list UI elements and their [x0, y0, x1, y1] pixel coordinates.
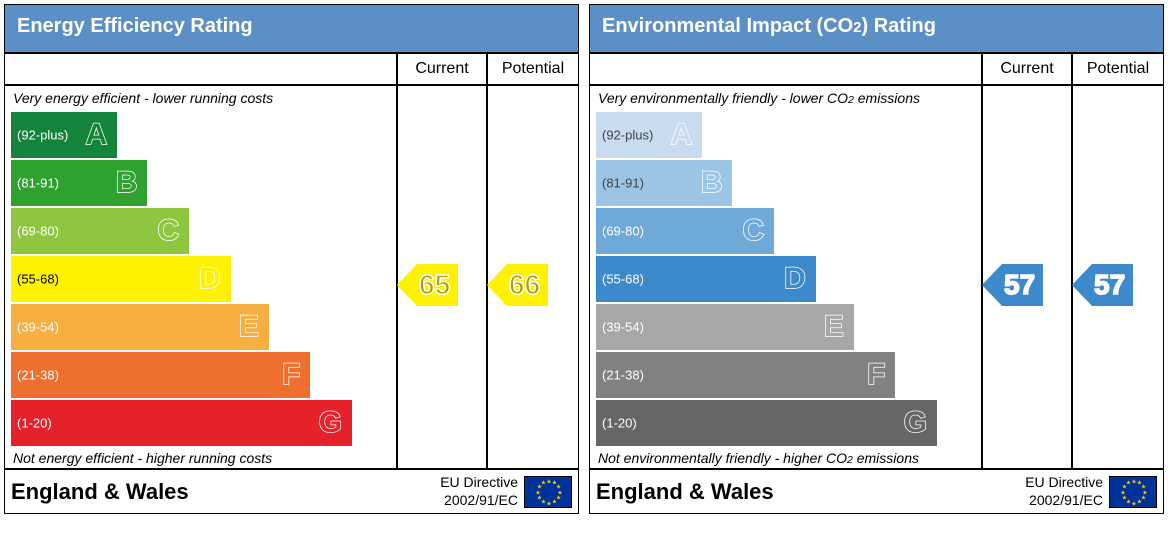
rating-band-d: (55-68) D — [11, 256, 231, 302]
rating-band-d: (55-68) D — [596, 256, 816, 302]
rating-band-a: (92-plus) A — [596, 112, 702, 158]
rating-band-e: (39-54) E — [596, 304, 854, 350]
chart-title: Energy Efficiency Rating — [5, 5, 578, 52]
footer-line1: EU Directive — [1025, 474, 1103, 492]
bands-column: Very energy efficient - lower running co… — [5, 86, 398, 468]
footer-region: England & Wales — [11, 479, 440, 505]
band-letter: D — [784, 262, 806, 296]
band-letter: A — [85, 118, 107, 152]
rating-band-c: (69-80) C — [596, 208, 774, 254]
band-letter: G — [319, 406, 342, 440]
chart-footer: England & WalesEU Directive2002/91/EC★★★… — [5, 468, 578, 513]
band-range: (69-80) — [17, 224, 59, 239]
rating-band-b: (81-91) B — [596, 160, 732, 206]
band-letter: C — [157, 214, 179, 248]
eu-flag-icon: ★★★★★★★★★★★★ — [524, 476, 572, 508]
band-letter: B — [701, 166, 723, 200]
caption-bottom: Not energy efficient - higher running co… — [11, 448, 390, 466]
footer-region: England & Wales — [596, 479, 1025, 505]
pointer-potential-value: 57 — [1092, 264, 1133, 306]
header-potential: Potential — [488, 52, 578, 86]
band-range: (1-20) — [17, 416, 52, 431]
band-letter: B — [116, 166, 138, 200]
rating-band-g: (1-20) G — [596, 400, 937, 446]
caption-top: Very energy efficient - lower running co… — [11, 90, 390, 110]
potential-column: 66 — [488, 86, 578, 468]
band-range: (21-38) — [602, 368, 644, 383]
pointer-current: 57 — [982, 264, 1043, 306]
rating-band-f: (21-38) F — [11, 352, 310, 398]
band-range: (81-91) — [602, 176, 644, 191]
band-letter: E — [824, 310, 844, 344]
band-letter: A — [670, 118, 692, 152]
footer-line1: EU Directive — [440, 474, 518, 492]
band-letter: G — [904, 406, 927, 440]
chart-title: Environmental Impact (CO2) Rating — [590, 5, 1163, 52]
band-letter: F — [282, 358, 300, 392]
rating-band-e: (39-54) E — [11, 304, 269, 350]
eu-flag-icon: ★★★★★★★★★★★★ — [1109, 476, 1157, 508]
band-range: (55-68) — [602, 272, 644, 287]
rating-band-f: (21-38) F — [596, 352, 895, 398]
band-range: (81-91) — [17, 176, 59, 191]
caption-bottom: Not environmentally friendly - higher CO… — [596, 448, 975, 466]
band-range: (1-20) — [602, 416, 637, 431]
band-range: (92-plus) — [17, 128, 68, 143]
band-letter: E — [239, 310, 259, 344]
band-letter: F — [867, 358, 885, 392]
rating-band-c: (69-80) C — [11, 208, 189, 254]
header-blank — [590, 52, 983, 86]
band-range: (69-80) — [602, 224, 644, 239]
footer-line2: 2002/91/EC — [1025, 492, 1103, 510]
header-current: Current — [983, 52, 1073, 86]
potential-column: 57 — [1073, 86, 1163, 468]
footer-directive: EU Directive2002/91/EC — [440, 474, 518, 509]
epc-chart: Environmental Impact (CO2) RatingCurrent… — [589, 4, 1164, 514]
band-letter: D — [199, 262, 221, 296]
rating-band-g: (1-20) G — [11, 400, 352, 446]
chart-footer: England & WalesEU Directive2002/91/EC★★★… — [590, 468, 1163, 513]
band-range: (39-54) — [17, 320, 59, 335]
bands-column: Very environmentally friendly - lower CO… — [590, 86, 983, 468]
band-range: (92-plus) — [602, 128, 653, 143]
band-range: (21-38) — [17, 368, 59, 383]
band-letter: C — [742, 214, 764, 248]
band-range: (39-54) — [602, 320, 644, 335]
pointer-current: 65 — [397, 264, 458, 306]
header-current: Current — [398, 52, 488, 86]
rating-band-a: (92-plus) A — [11, 112, 117, 158]
footer-directive: EU Directive2002/91/EC — [1025, 474, 1103, 509]
pointer-current-value: 57 — [1002, 264, 1043, 306]
footer-line2: 2002/91/EC — [440, 492, 518, 510]
epc-chart: Energy Efficiency RatingCurrentPotential… — [4, 4, 579, 514]
header-blank — [5, 52, 398, 86]
pointer-potential-value: 66 — [507, 264, 548, 306]
caption-top: Very environmentally friendly - lower CO… — [596, 90, 975, 110]
epc-charts-container: Energy Efficiency RatingCurrentPotential… — [4, 4, 1164, 514]
pointer-potential: 66 — [487, 264, 548, 306]
rating-band-b: (81-91) B — [11, 160, 147, 206]
pointer-potential: 57 — [1072, 264, 1133, 306]
header-potential: Potential — [1073, 52, 1163, 86]
current-column: 57 — [983, 86, 1073, 468]
pointer-current-value: 65 — [417, 264, 458, 306]
current-column: 65 — [398, 86, 488, 468]
band-range: (55-68) — [17, 272, 59, 287]
